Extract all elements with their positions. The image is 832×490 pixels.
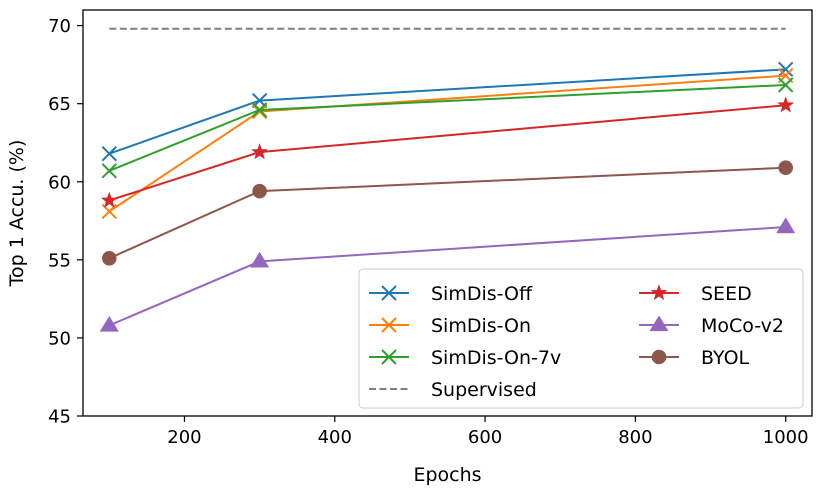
data-point-moco-v2 [776, 217, 796, 234]
legend-label: SimDis-Off [431, 283, 533, 305]
y-tick-label: 55 [48, 250, 71, 271]
y-tick-label: 45 [48, 407, 71, 428]
legend-label: SimDis-On-7v [431, 347, 561, 369]
series-byol [102, 160, 793, 266]
plot-frame [82, 9, 813, 417]
legend-item-seed: SEED [639, 283, 752, 305]
data-point-byol [252, 183, 267, 199]
data-point-byol [778, 160, 793, 176]
legend-item-simdis-on: SimDis-On [369, 315, 531, 337]
legend-swatch-marker [381, 349, 397, 365]
legend-item-moco-v2: MoCo-v2 [639, 315, 784, 337]
data-point-seed [251, 143, 269, 160]
legend-swatch-marker [381, 317, 397, 333]
x-tick-label: 400 [318, 427, 352, 448]
legend-item-simdis-on-7v: SimDis-On-7v [369, 347, 561, 369]
series-layer [99, 27, 796, 332]
series-simdis-off [101, 61, 794, 162]
y-axis-label: Top 1 Accu. (%) [6, 140, 28, 288]
data-point-moco-v2 [250, 251, 270, 268]
data-point-simdis-on-7v [101, 163, 118, 179]
data-point-simdis-on [251, 103, 268, 120]
y-tick-label: 60 [48, 172, 71, 193]
legend-label: SEED [701, 283, 752, 305]
data-point-moco-v2 [99, 315, 119, 332]
series-moco-v2 [99, 217, 796, 332]
data-point-simdis-off [101, 145, 118, 162]
data-point-seed [100, 191, 118, 208]
y-tick-label: 65 [48, 94, 71, 115]
x-tick-label: 600 [468, 427, 502, 448]
data-point-seed [777, 96, 795, 113]
legend-item-supervised: Supervised [369, 379, 537, 401]
y-tick-label: 70 [48, 16, 71, 37]
data-point-simdis-off [777, 61, 794, 78]
legend-box [358, 268, 804, 409]
legend-label: SimDis-On [431, 315, 531, 337]
legend-swatch-marker [650, 284, 668, 301]
ticks-layer: 200 400 600 800 1000 45 50 55 60 65 70 [48, 16, 809, 448]
x-tick-label: 800 [618, 427, 652, 448]
data-point-simdis-on-7v [251, 102, 268, 118]
data-point-byol [102, 250, 117, 266]
x-tick-label: 1000 [763, 427, 809, 448]
x-tick-label: 200 [167, 427, 201, 448]
legend-item-simdis-off: SimDis-Off [369, 283, 533, 305]
legend-swatch-marker [651, 349, 667, 365]
data-point-simdis-on-7v [777, 77, 794, 93]
y-tick-label: 50 [48, 328, 71, 349]
legend-label: MoCo-v2 [701, 315, 784, 337]
legend-label: Supervised [431, 379, 537, 401]
legend-item-byol: BYOL [639, 347, 750, 369]
series-simdis-on-7v [101, 77, 794, 179]
x-axis-label: Epochs [413, 464, 481, 486]
legend: SimDis-Off SimDis-On SimDis-On-7v Supervise… [358, 268, 804, 409]
legend-swatch-marker [381, 285, 397, 301]
legend-label: BYOL [701, 347, 750, 369]
legend-swatch-marker [649, 315, 669, 332]
series-seed [100, 96, 795, 208]
